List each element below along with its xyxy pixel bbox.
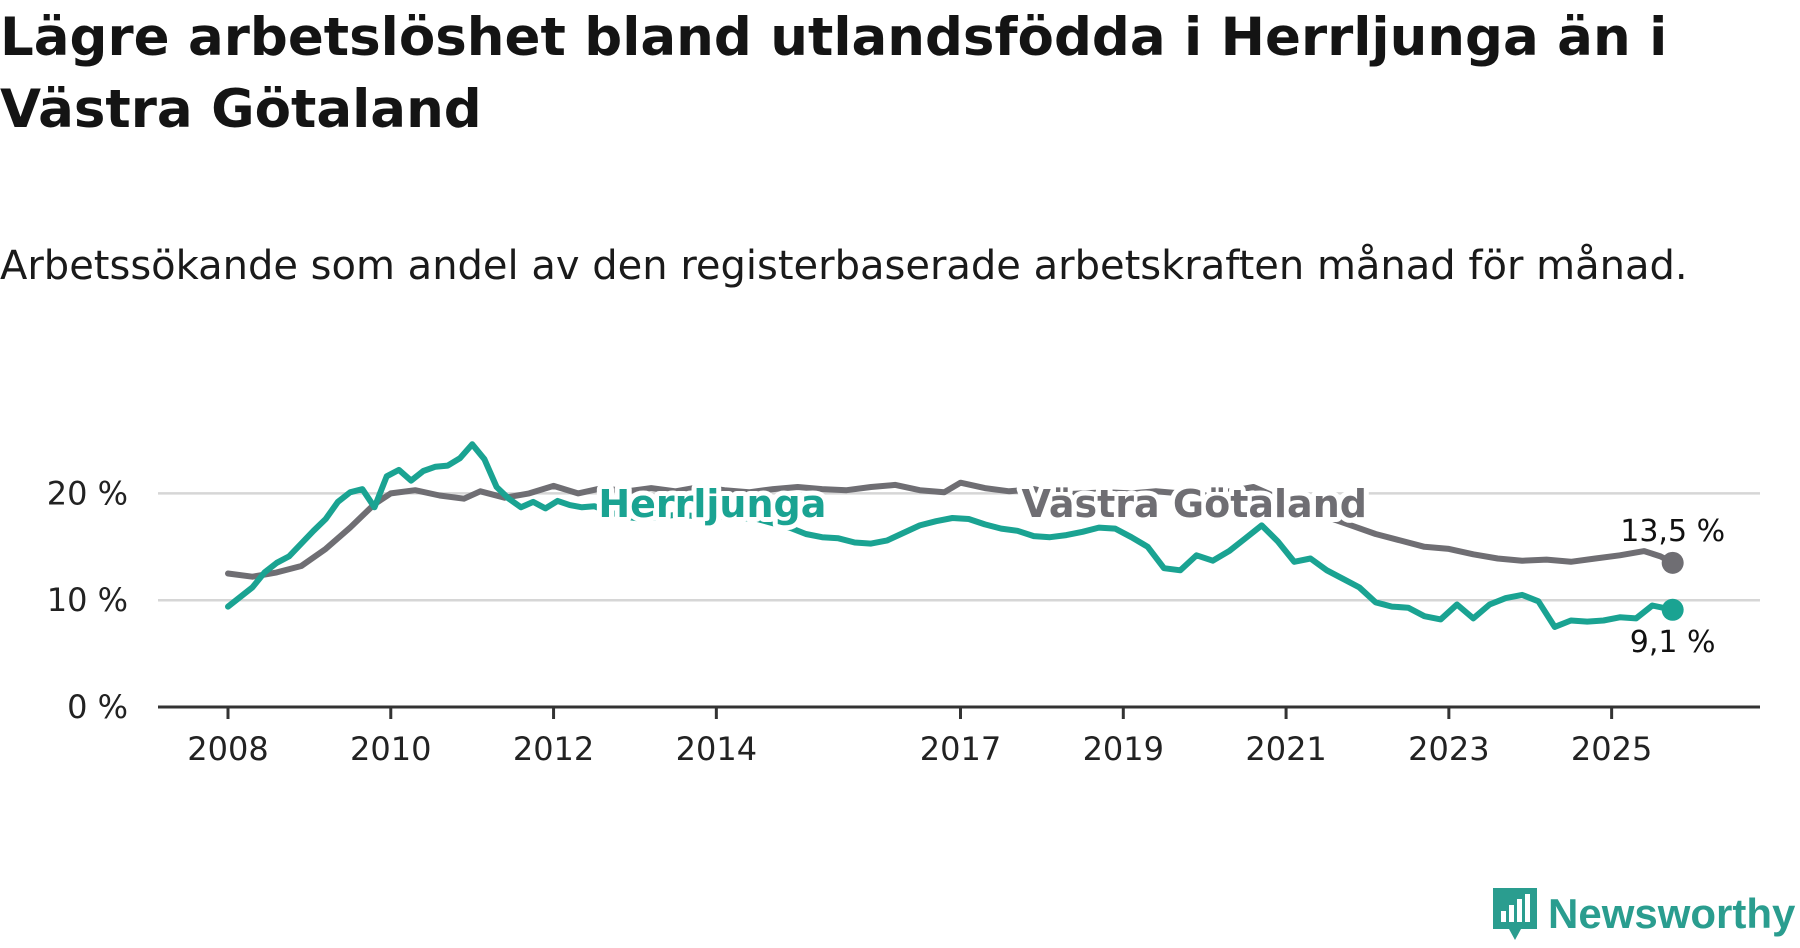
x-tick-label: 2012 [513, 730, 594, 768]
chart-title: Lägre arbetslöshet bland utlandsfödda i … [0, 7, 1668, 140]
y-tick-label: 20 % [47, 474, 128, 512]
chart-subtitle: Arbetssökande som andel av den registerb… [0, 243, 1688, 289]
x-tick-label: 2019 [1083, 730, 1164, 768]
newsworthy-logo-icon [1493, 888, 1537, 940]
newsworthy-logo: Newsworthy [1490, 885, 1795, 943]
y-tick-label: 0 % [67, 688, 128, 726]
brand-name: Newsworthy [1548, 890, 1796, 937]
series-end-point-herrljunga [1661, 598, 1684, 621]
x-tick-label: 2025 [1571, 730, 1652, 768]
series-name-label: Västra Götaland [1022, 482, 1367, 526]
x-tick-label: 2023 [1408, 730, 1489, 768]
x-axis: 2008 2010 2012 2014 2017 2019 2021 2023 2025 [158, 705, 1760, 768]
series-end-point-vastra [1661, 551, 1684, 574]
series-lines [225, 441, 1684, 630]
x-tick-label: 2008 [187, 730, 268, 768]
end-value-label: 9,1 % [1630, 625, 1716, 660]
series-name-label: Herrljunga [598, 482, 826, 526]
end-value-label: 13,5 % [1620, 514, 1725, 549]
x-tick-label: 2010 [350, 730, 431, 768]
series-line-herrljunga [225, 441, 1676, 630]
y-tick-label: 10 % [47, 581, 128, 619]
x-tick-label: 2014 [676, 730, 757, 768]
x-tick-label: 2021 [1245, 730, 1326, 768]
x-tick-label: 2017 [920, 730, 1001, 768]
series-labels: Herrljunga Västra Götaland 13,5 % 9,1 % [593, 477, 1725, 660]
series-line-vastra [225, 479, 1676, 580]
